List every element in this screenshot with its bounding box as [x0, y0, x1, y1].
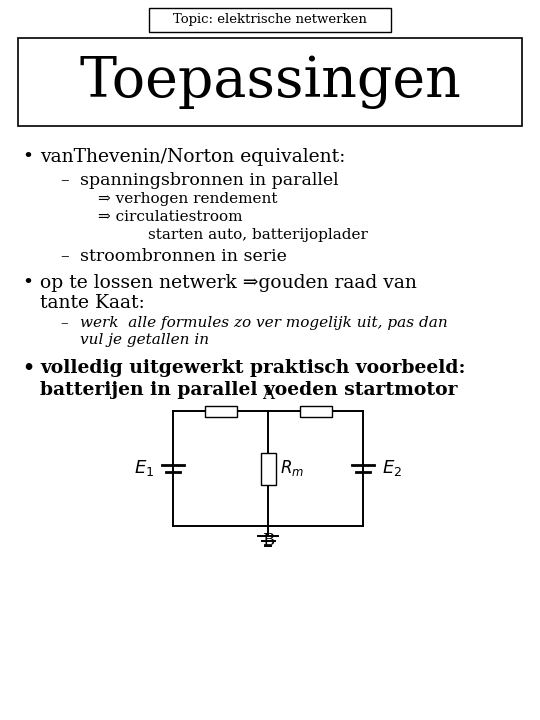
Text: volledig uitgewerkt praktisch voorbeeld:: volledig uitgewerkt praktisch voorbeeld:: [40, 359, 465, 377]
Text: –: –: [60, 248, 69, 265]
Bar: [260, 452, 275, 485]
Text: $E_1$: $E_1$: [134, 459, 154, 479]
Text: vul je getallen in: vul je getallen in: [80, 333, 209, 347]
Text: ⇒ verhogen rendement: ⇒ verhogen rendement: [98, 192, 278, 206]
Text: $R_m$: $R_m$: [280, 459, 303, 479]
Text: spanningsbronnen in parallel: spanningsbronnen in parallel: [80, 172, 339, 189]
Text: •: •: [22, 359, 34, 377]
Text: starten auto, batterijoplader: starten auto, batterijoplader: [148, 228, 368, 242]
Text: –: –: [60, 316, 68, 330]
Text: A: A: [262, 386, 274, 403]
Text: stroombronnen in serie: stroombronnen in serie: [80, 248, 287, 265]
Text: werk  alle formules zo ver mogelijk uit, pas dan: werk alle formules zo ver mogelijk uit, …: [80, 316, 448, 330]
Text: •: •: [22, 274, 33, 292]
Bar: [300, 405, 332, 416]
Text: –: –: [60, 172, 69, 189]
Text: ⇒ circulatiestroom: ⇒ circulatiestroom: [98, 210, 242, 224]
Bar: [18, 38, 522, 126]
Text: Topic: elektrische netwerken: Topic: elektrische netwerken: [173, 14, 367, 27]
Bar: [205, 405, 237, 416]
Text: Toepassingen: Toepassingen: [79, 55, 461, 109]
Text: vanThevenin/Norton equivalent:: vanThevenin/Norton equivalent:: [40, 148, 346, 166]
Text: $E_2$: $E_2$: [382, 459, 402, 479]
Bar: [149, 8, 391, 32]
Text: batterijen in parallel voeden startmotor: batterijen in parallel voeden startmotor: [40, 381, 457, 399]
Text: B: B: [262, 532, 274, 549]
Text: tante Kaat:: tante Kaat:: [40, 294, 145, 312]
Text: op te lossen netwerk ⇒gouden raad van: op te lossen netwerk ⇒gouden raad van: [40, 274, 417, 292]
Text: •: •: [22, 148, 33, 166]
